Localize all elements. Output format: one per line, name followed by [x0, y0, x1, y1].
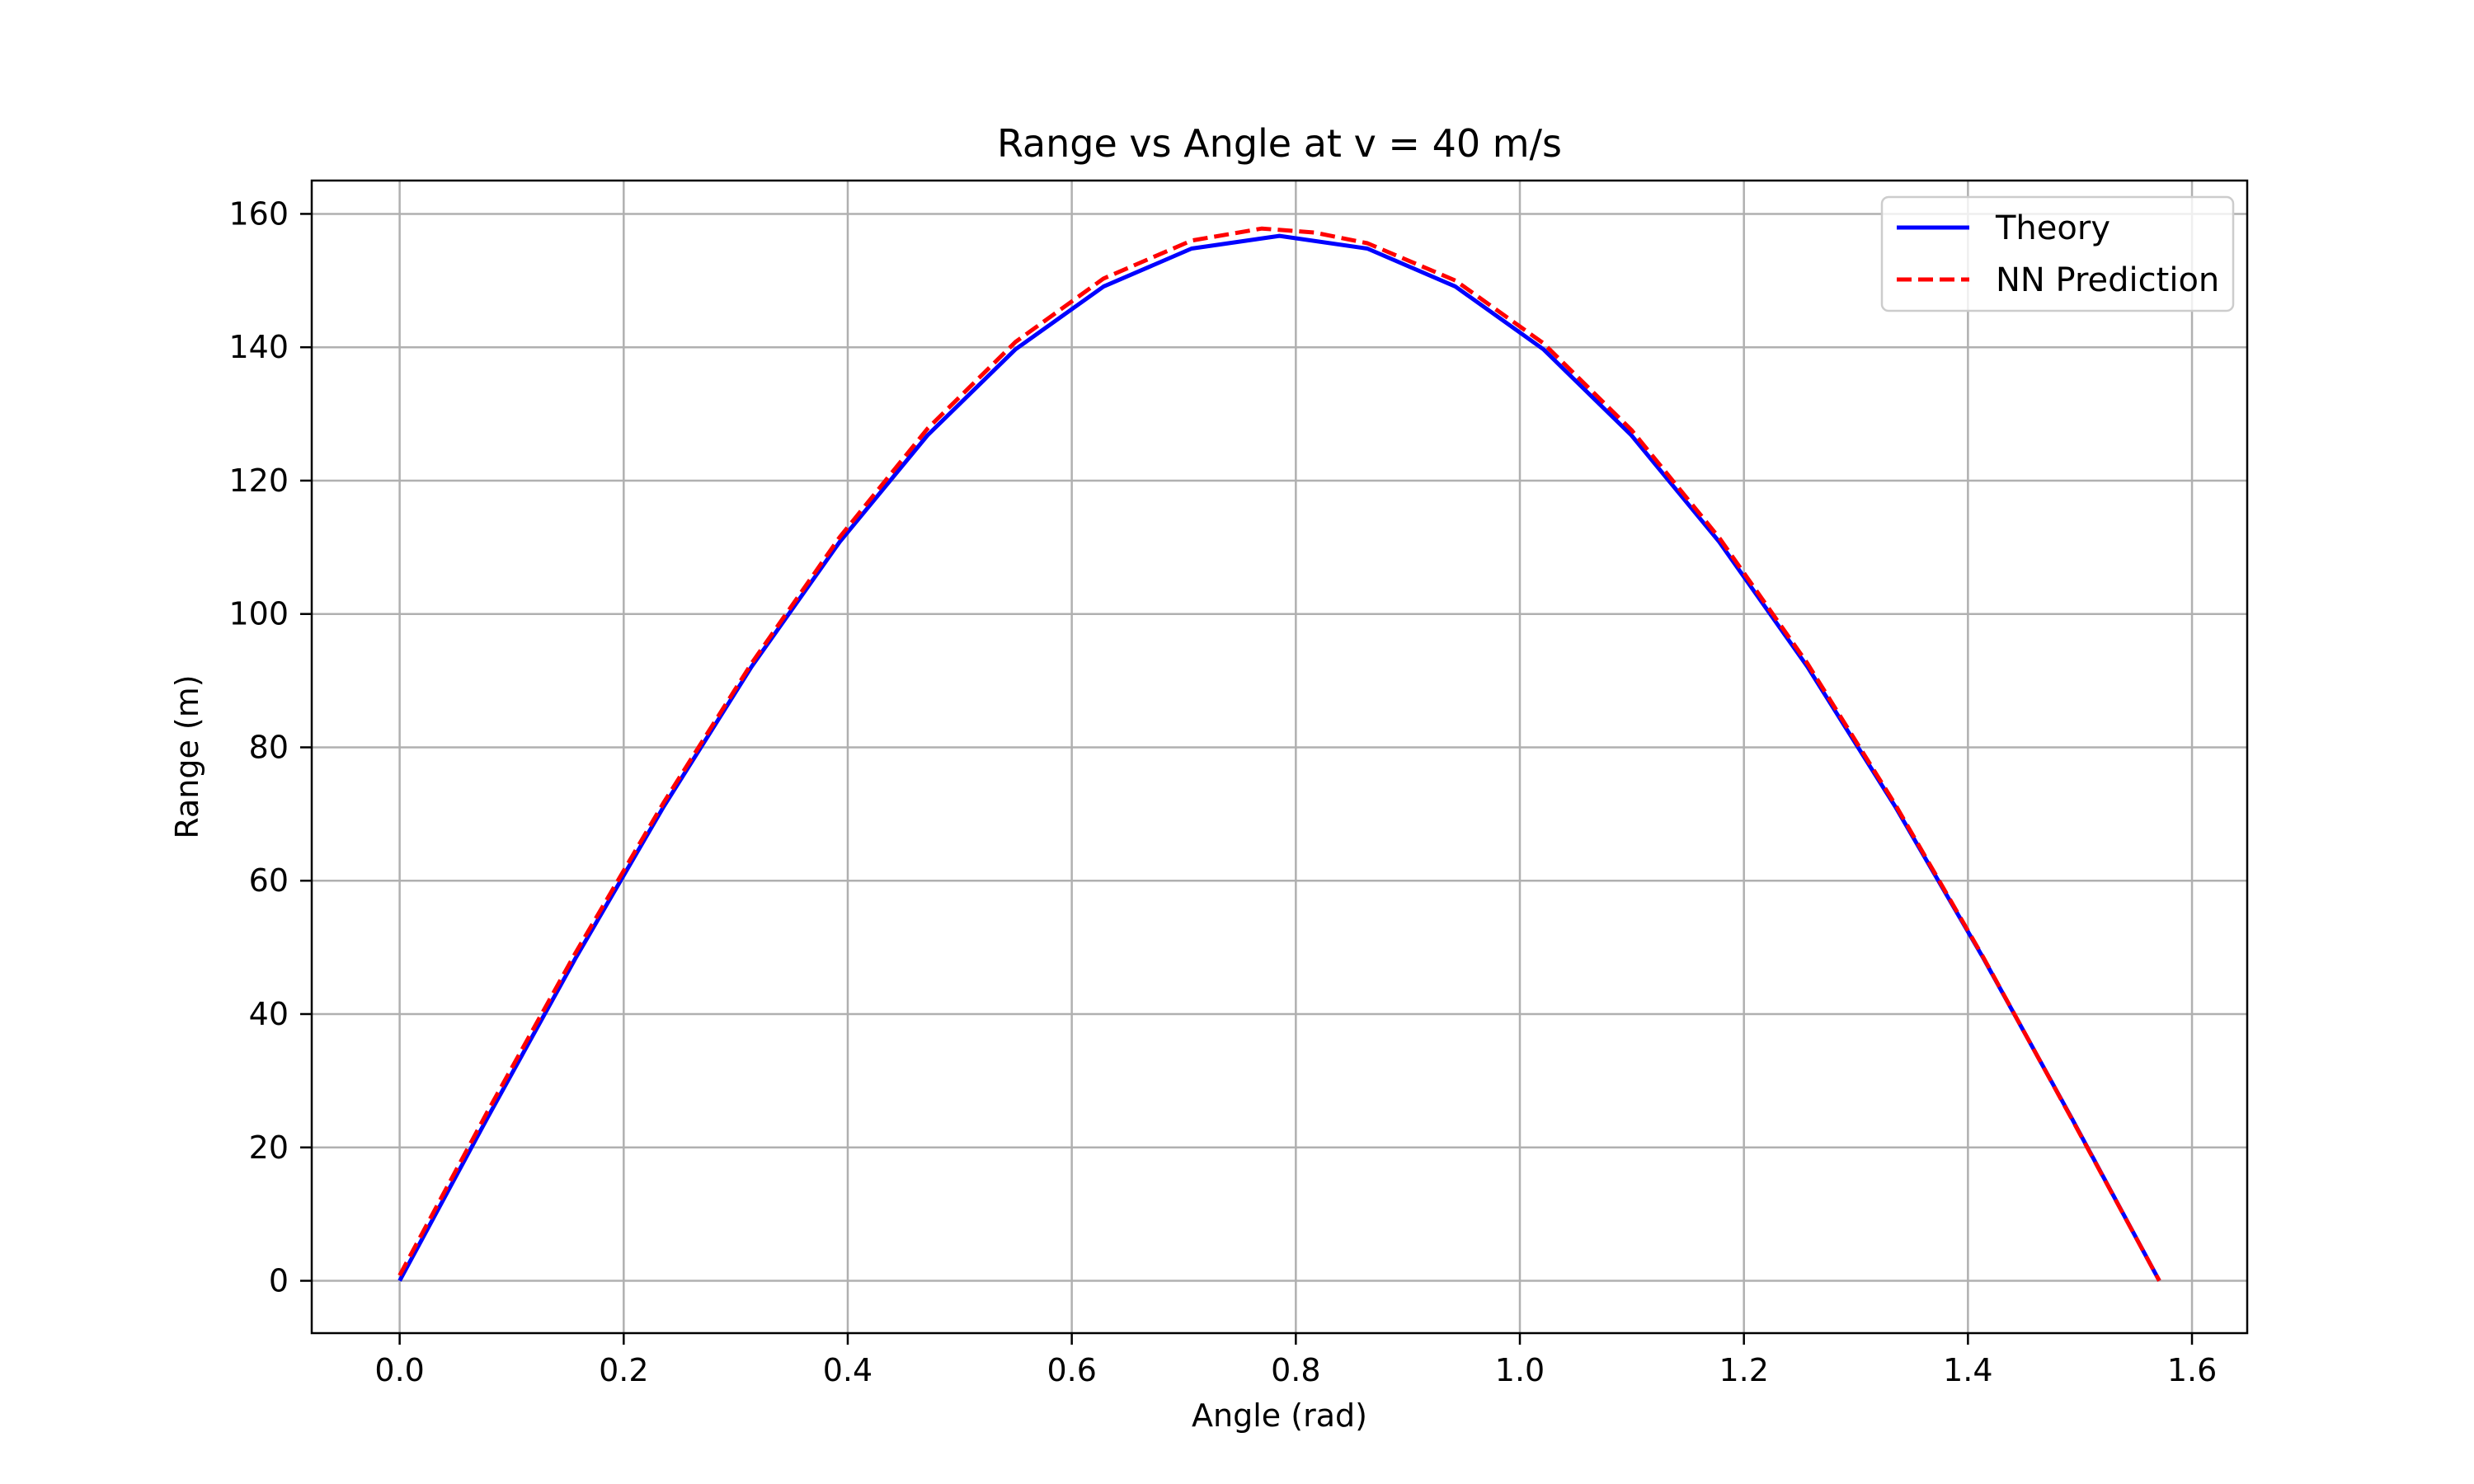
x-tick-label: 0.0	[374, 1352, 424, 1388]
y-tick-label: 0	[269, 1263, 289, 1299]
grid	[312, 181, 2247, 1333]
x-axis-label: Angle (rad)	[1192, 1397, 1367, 1434]
y-axis-label: Range (m)	[169, 674, 205, 838]
x-tick-label: 1.2	[1719, 1352, 1768, 1388]
y-tick-label: 160	[228, 195, 289, 232]
y-tick-label: 80	[249, 729, 289, 765]
y-tick-label: 100	[228, 596, 289, 632]
x-tick-label: 0.8	[1271, 1352, 1320, 1388]
y-axis: 0 20 40 60 80 100 120 140 160	[228, 195, 312, 1299]
y-tick-label: 120	[228, 463, 289, 499]
legend: Theory NN Prediction	[1880, 195, 2235, 312]
x-tick-label: 0.4	[823, 1352, 872, 1388]
y-tick-label: 20	[249, 1129, 289, 1166]
legend-box	[1880, 195, 2235, 312]
y-tick-label: 40	[249, 996, 289, 1032]
y-tick-label: 140	[228, 329, 289, 365]
x-tick-label: 1.0	[1495, 1352, 1545, 1388]
y-tick-label: 60	[249, 862, 289, 899]
plot-frame	[310, 179, 2249, 1335]
series-layer	[397, 226, 2161, 1282]
x-tick-label: 1.4	[1943, 1352, 1992, 1388]
x-axis: 0.0 0.2 0.4 0.6 0.8 1.0 1.2 1.4 1.6	[374, 1333, 2217, 1388]
x-tick-label: 0.6	[1047, 1352, 1096, 1388]
series-line-nn-prediction	[397, 226, 2161, 1282]
x-tick-label: 0.2	[599, 1352, 648, 1388]
x-tick-label: 1.6	[2167, 1352, 2217, 1388]
legend-label: NN Prediction	[1996, 261, 2219, 299]
chart-title: Range vs Angle at v = 40 m/s	[997, 121, 1562, 166]
legend-label: Theory	[1995, 209, 2110, 247]
